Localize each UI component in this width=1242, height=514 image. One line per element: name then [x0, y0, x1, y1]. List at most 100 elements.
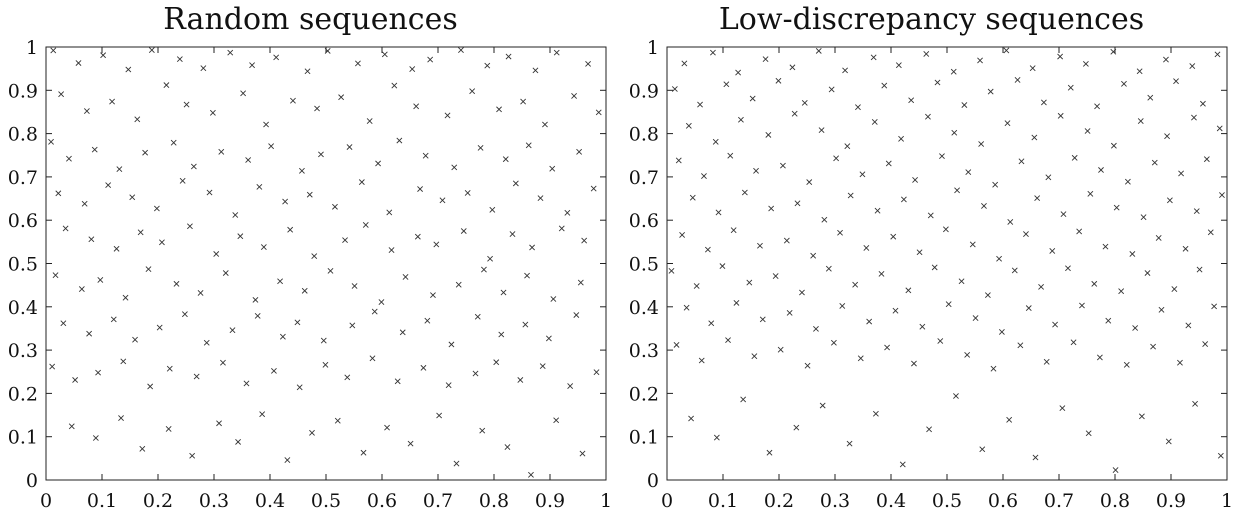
- data-point: [489, 206, 496, 213]
- data-point: [342, 237, 348, 244]
- data-point: [1155, 235, 1162, 241]
- data-point: [394, 378, 401, 385]
- data-point: [189, 452, 196, 459]
- data-point: [978, 141, 985, 147]
- y-tick-label: 0.7: [629, 167, 659, 189]
- data-point: [322, 361, 329, 368]
- data-point: [953, 393, 959, 399]
- x-tick-label: 0.4: [255, 490, 285, 512]
- y-tick-label: 0.9: [629, 80, 659, 102]
- data-point: [318, 151, 324, 158]
- data-point: [371, 308, 378, 315]
- x-tick-label: 0.2: [764, 490, 794, 512]
- data-point: [386, 209, 393, 216]
- data-point: [571, 93, 577, 99]
- data-point: [1057, 53, 1064, 60]
- data-point: [78, 286, 85, 292]
- data-point: [685, 122, 692, 129]
- data-point: [528, 471, 534, 478]
- data-point: [320, 337, 327, 344]
- data-point: [1207, 229, 1214, 236]
- y-tick-label: 0.5: [629, 254, 659, 276]
- data-point: [378, 299, 385, 305]
- data-point: [961, 102, 968, 108]
- y-tick-label: 0.3: [8, 340, 38, 362]
- data-point: [304, 68, 311, 75]
- data-point: [567, 383, 574, 389]
- data-point: [833, 155, 840, 162]
- data-point: [899, 461, 906, 468]
- data-point: [252, 296, 259, 303]
- data-point: [271, 367, 277, 374]
- data-point: [529, 244, 535, 251]
- data-point: [810, 252, 817, 259]
- data-point: [72, 377, 79, 383]
- data-point: [945, 301, 952, 308]
- data-point: [268, 143, 275, 150]
- data-point: [942, 226, 949, 233]
- data-point: [409, 66, 416, 73]
- data-point: [232, 212, 239, 218]
- data-point: [279, 333, 286, 340]
- y-tick-label: 0.4: [629, 297, 659, 319]
- data-point: [1121, 80, 1127, 87]
- data-point: [553, 417, 560, 424]
- data-point: [866, 318, 873, 325]
- chart-title-random: Random sequences: [163, 2, 458, 37]
- data-point: [675, 157, 682, 164]
- data-point: [683, 304, 690, 311]
- data-point: [301, 287, 308, 294]
- data-point: [163, 82, 170, 89]
- data-point: [1032, 454, 1039, 461]
- data-point: [1158, 306, 1165, 313]
- data-point: [762, 56, 769, 63]
- data-point: [500, 289, 507, 296]
- data-point: [200, 65, 207, 72]
- data-point: [713, 434, 720, 441]
- data-point: [964, 351, 971, 358]
- data-point: [455, 281, 462, 288]
- data-point: [757, 242, 763, 249]
- data-point: [819, 402, 826, 409]
- data-point: [1110, 142, 1117, 149]
- data-point: [958, 278, 965, 285]
- data-point: [254, 312, 261, 319]
- data-point: [338, 94, 345, 101]
- data-point: [1105, 317, 1112, 324]
- data-point: [972, 315, 979, 321]
- data-point: [733, 299, 740, 306]
- data-point: [1079, 302, 1085, 309]
- data-point: [549, 165, 556, 172]
- data-point: [1191, 114, 1197, 121]
- data-point: [719, 263, 726, 270]
- data-point: [791, 110, 798, 117]
- data-point: [768, 205, 775, 212]
- data-point: [1177, 359, 1183, 366]
- data-point: [469, 88, 476, 95]
- data-point: [430, 292, 436, 299]
- data-point: [407, 440, 414, 447]
- data-point: [193, 373, 200, 380]
- data-point: [753, 167, 759, 174]
- data-point: [872, 410, 879, 417]
- data-point: [132, 336, 138, 343]
- data-point: [1211, 303, 1218, 310]
- x-tick-label: 0.7: [423, 490, 453, 512]
- data-point: [332, 203, 338, 210]
- data-point: [1071, 154, 1078, 161]
- data-point: [1065, 265, 1071, 272]
- data-point: [708, 320, 715, 327]
- x-tick-label: 0: [661, 490, 673, 512]
- data-point: [590, 185, 597, 192]
- x-tick-label: 0.1: [87, 490, 117, 512]
- data-point: [464, 190, 471, 196]
- data-point: [1144, 270, 1151, 276]
- data-point: [375, 160, 381, 167]
- data-point: [801, 99, 808, 106]
- data-point: [444, 112, 451, 119]
- data-point: [260, 244, 267, 250]
- data-point: [445, 382, 452, 389]
- data-point: [436, 412, 443, 419]
- data-point: [1173, 78, 1179, 85]
- data-point: [362, 222, 369, 228]
